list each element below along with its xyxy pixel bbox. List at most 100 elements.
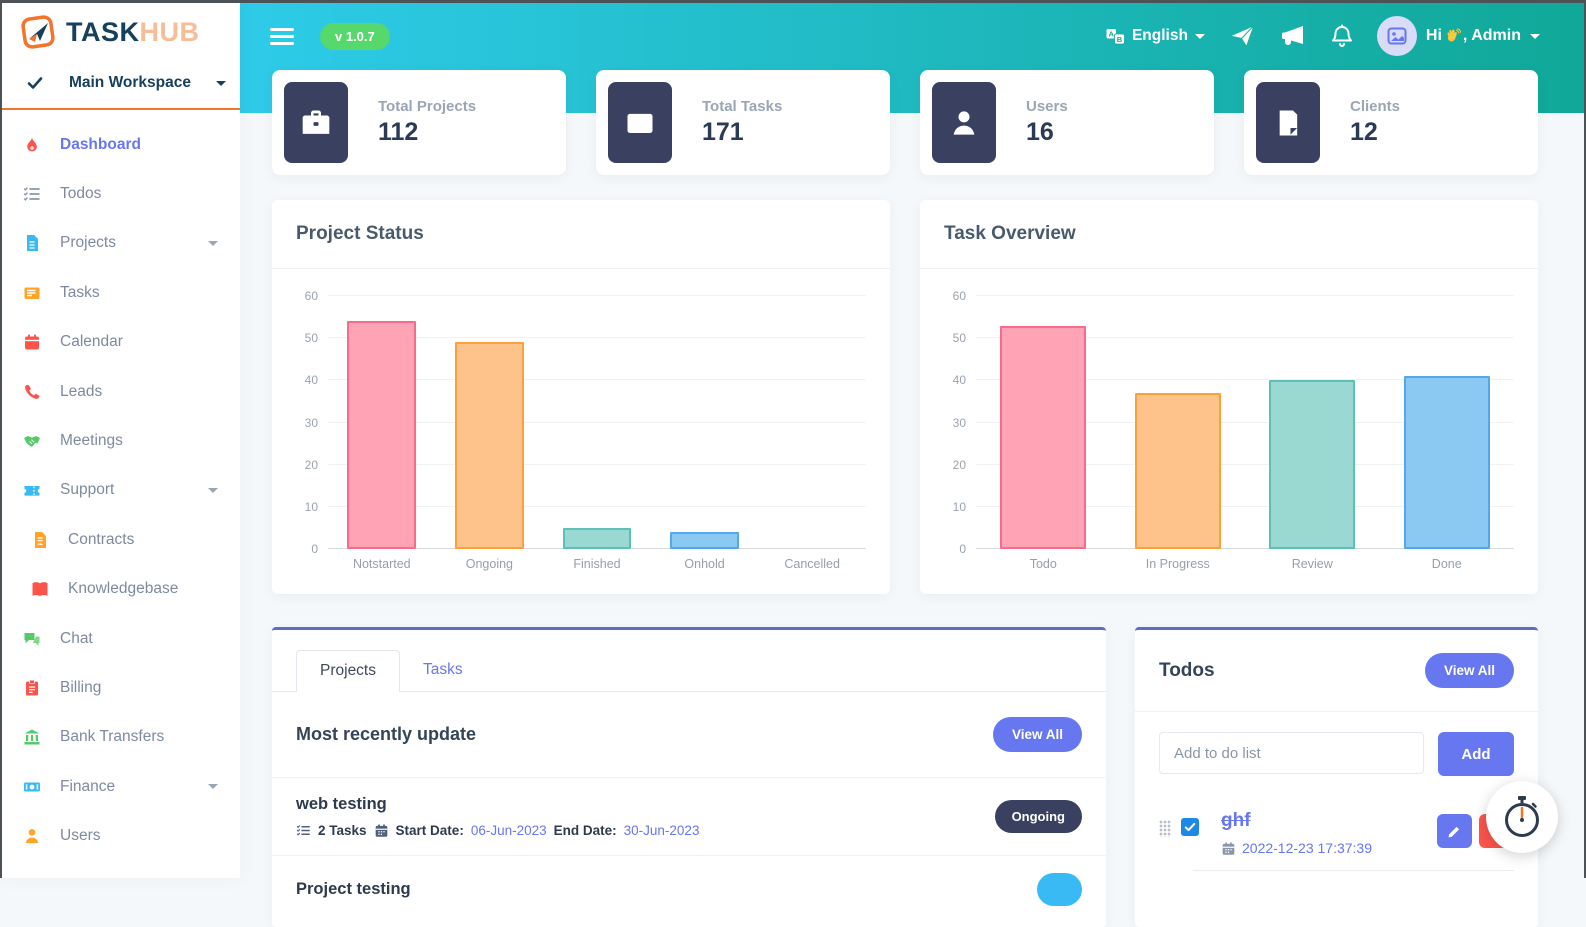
check-icon <box>1183 820 1197 834</box>
y-tick-label: 40 <box>928 373 966 387</box>
sidebar-item-label: Finance <box>60 778 208 796</box>
stat-label: Total Projects <box>378 98 476 115</box>
stopwatch-icon <box>1502 795 1542 839</box>
book-icon <box>31 580 49 598</box>
logo-text: TASKHUB <box>66 17 200 48</box>
sidebar-item-support[interactable]: Support <box>0 466 240 515</box>
sidebar-item-finance[interactable]: Finance <box>0 762 240 811</box>
bell-icon[interactable] <box>1331 24 1353 49</box>
edit-todo-button[interactable] <box>1437 814 1472 848</box>
bar-onhold[interactable] <box>670 532 739 549</box>
todo-checkbox[interactable] <box>1181 818 1199 836</box>
sidebar-item-dashboard[interactable]: Dashboard <box>0 120 240 169</box>
drag-handle-icon[interactable] <box>1159 820 1171 837</box>
chevron-down-icon <box>208 784 218 789</box>
workspace-selector[interactable]: Main Workspace <box>0 58 240 110</box>
calendar-icon <box>23 333 41 351</box>
chevron-down-icon <box>208 488 218 493</box>
bar-review[interactable] <box>1269 380 1355 549</box>
briefcase-icon <box>301 108 331 138</box>
bar-finished[interactable] <box>563 528 632 549</box>
hamburger-icon[interactable] <box>270 24 294 49</box>
user-menu[interactable]: Hi, Admin <box>1377 16 1540 56</box>
stat-icon-tile <box>608 82 672 163</box>
file-lines-icon <box>23 234 41 252</box>
version-badge: v 1.0.7 <box>320 23 390 50</box>
todo-input[interactable] <box>1159 732 1424 774</box>
view-all-projects-button[interactable]: View All <box>993 717 1082 752</box>
project-row[interactable]: web testing 2 Tasks Start Date: 06-Jun-2… <box>272 777 1106 855</box>
project-status-badge: Ongoing <box>995 800 1082 833</box>
flame-icon <box>23 136 41 154</box>
sidebar-item-tasks[interactable]: Tasks <box>0 268 240 317</box>
sidebar-item-knowledgebase[interactable]: Knowledgebase <box>0 565 240 614</box>
workspace-label: Main Workspace <box>58 74 202 92</box>
language-selector[interactable]: A B English <box>1106 27 1205 45</box>
calendar-small-icon <box>1221 841 1236 856</box>
sidebar-item-projects[interactable]: Projects <box>0 219 240 268</box>
send-icon[interactable] <box>1229 24 1256 48</box>
money-icon <box>23 778 41 796</box>
main-area: v 1.0.7 A B English <box>240 0 1586 878</box>
sidebar-item-contracts[interactable]: Contracts <box>0 515 240 564</box>
sidebar-item-leads[interactable]: Leads <box>0 367 240 416</box>
todos-head: Todos View All <box>1135 630 1538 711</box>
ticket-icon <box>23 481 41 499</box>
y-tick-label: 60 <box>928 289 966 303</box>
sidebar-item-chat[interactable]: Chat <box>0 614 240 663</box>
stat-icon-tile <box>284 82 348 163</box>
sidebar-item-users[interactable]: Users <box>0 811 240 860</box>
chevron-down-icon <box>1195 34 1205 39</box>
start-date-label: Start Date: <box>396 823 464 838</box>
project-name: web testing <box>296 795 699 814</box>
tab-projects[interactable]: Projects <box>296 650 400 692</box>
bar-done[interactable] <box>1404 376 1490 549</box>
sidebar-item-label: Bank Transfers <box>60 728 240 746</box>
sidebar-item-label: Users <box>60 827 240 845</box>
todo-item: ghf 2022-12-23 17:37:39 <box>1135 794 1538 856</box>
todo-list: ghf 2022-12-23 17:37:39 <box>1135 794 1538 871</box>
sidebar-item-todos[interactable]: Todos <box>0 169 240 218</box>
stat-card-total-projects: Total Projects 112 <box>272 70 566 175</box>
phone-icon <box>23 383 41 401</box>
top-navbar: v 1.0.7 A B English <box>240 0 1586 72</box>
timer-fab[interactable] <box>1486 781 1558 853</box>
sidebar-item-bank-transfers[interactable]: Bank Transfers <box>0 713 240 762</box>
bar-ongoing[interactable] <box>455 342 524 549</box>
x-tick-label: Onhold <box>651 557 759 571</box>
sidebar-item-label: Billing <box>60 679 240 697</box>
image-icon <box>1387 26 1407 46</box>
sidebar-item-label: Chat <box>60 630 240 648</box>
x-tick-label: Notstarted <box>328 557 436 571</box>
stat-card-clients: Clients 12 <box>1244 70 1538 175</box>
sidebar-item-billing[interactable]: Billing <box>0 663 240 712</box>
sidebar-item-label: Projects <box>60 234 208 252</box>
bar-in-progress[interactable] <box>1135 393 1221 549</box>
sidebar-item-meetings[interactable]: Meetings <box>0 416 240 465</box>
view-all-todos-button[interactable]: View All <box>1425 653 1514 688</box>
bar-todo[interactable] <box>1000 326 1086 549</box>
todo-item-wrap: ghf 2022-12-23 17:37:39 <box>1135 794 1538 871</box>
end-date-label: End Date: <box>554 823 617 838</box>
chevron-down-icon <box>216 81 226 86</box>
sidebar-item-label: Meetings <box>60 432 240 450</box>
bar-notstarted[interactable] <box>347 321 416 549</box>
sidebar-item-label: Knowledgebase <box>68 580 240 598</box>
list-check-icon <box>23 185 41 203</box>
tab-tasks[interactable]: Tasks <box>400 650 486 692</box>
y-tick-label: 10 <box>280 500 318 514</box>
project-row[interactable]: Project testing <box>272 855 1106 923</box>
app-logo[interactable]: TASKHUB <box>0 0 240 58</box>
chart-title: Project Status <box>272 200 890 268</box>
sidebar-item-calendar[interactable]: Calendar <box>0 318 240 367</box>
stats-row: Total Projects 112 Total Tasks 171 Users… <box>272 70 1538 175</box>
newspaper-icon <box>625 108 655 138</box>
add-todo-button[interactable]: Add <box>1438 732 1514 776</box>
megaphone-icon[interactable] <box>1280 24 1307 48</box>
sidebar-item-label: Calendar <box>60 333 240 351</box>
